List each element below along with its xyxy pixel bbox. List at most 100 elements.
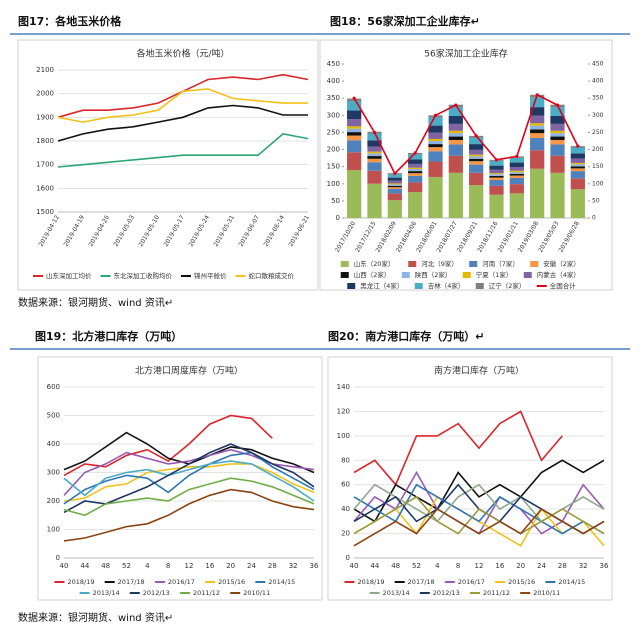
bar-segment xyxy=(469,156,484,159)
series-marker xyxy=(413,151,417,155)
bar-segment xyxy=(428,151,443,162)
bar-segment xyxy=(509,172,524,174)
bar-segment xyxy=(347,100,362,111)
source-note: 数据来源：银河期货、wind 资讯↵ xyxy=(18,296,173,309)
bar-segment xyxy=(469,161,484,165)
legend-label: 2010/11 xyxy=(243,589,270,597)
bar-segment xyxy=(570,147,585,154)
figure-caption: 图19：北方港口库存（万吨） xyxy=(35,329,182,343)
bar-segment xyxy=(489,169,504,174)
bar-segment xyxy=(469,158,484,162)
y-tick-label: 100 xyxy=(327,180,340,188)
y-tick-label: 1600 xyxy=(36,184,54,192)
y2-tick-label: 350 xyxy=(592,95,604,102)
x-tick-label: 8 xyxy=(166,562,170,570)
legend-label: 2013/14 xyxy=(383,589,410,597)
bar-segment xyxy=(408,167,423,170)
bar-segment xyxy=(489,175,504,178)
bar-segment xyxy=(550,155,565,173)
bar-segment xyxy=(550,133,565,137)
x-tick-label: 36 xyxy=(310,562,319,570)
legend-swatch xyxy=(530,261,539,267)
bar-segment xyxy=(530,168,545,218)
y-tick-label: 0 xyxy=(56,554,60,562)
bar-segment xyxy=(387,185,402,188)
legend-swatch xyxy=(340,261,349,267)
legend-label: 2013/14 xyxy=(93,589,120,597)
series-marker xyxy=(433,113,438,117)
y-tick-label: 1800 xyxy=(36,137,54,145)
bar-segment xyxy=(570,178,585,190)
series-marker xyxy=(576,144,580,148)
legend-label: 河北（9家） xyxy=(421,259,458,268)
bar-segment xyxy=(428,176,443,218)
bar-segment xyxy=(469,144,484,150)
legend-swatch xyxy=(340,272,349,278)
series-line xyxy=(63,477,315,517)
legend-label: 内蒙古（4家） xyxy=(537,270,580,279)
bar-segment xyxy=(530,150,545,169)
series-line xyxy=(353,93,579,175)
series-marker xyxy=(535,93,539,97)
legend-label: 陕西（2家） xyxy=(415,270,452,279)
x-tick-label: 40 xyxy=(60,562,69,570)
y-tick-label: 300 xyxy=(327,111,340,119)
x-tick-label: 12 xyxy=(475,562,484,570)
bar-segment xyxy=(530,97,545,108)
bar-segment xyxy=(530,125,545,130)
bar-segment xyxy=(489,194,504,218)
bar-segment xyxy=(550,130,565,134)
source-note: 数据来源：银河期货、wind 资讯↵ xyxy=(18,611,173,624)
bar-segment xyxy=(347,140,362,153)
x-tick-label: 32 xyxy=(579,562,588,570)
series-line xyxy=(353,459,605,523)
bar-segment xyxy=(489,180,504,186)
bar-segment xyxy=(387,187,402,189)
bar-segment xyxy=(347,135,362,141)
bar-segment xyxy=(367,153,382,157)
bar-segment xyxy=(550,107,565,117)
legend-label: 山东（20家） xyxy=(354,259,395,268)
bar-segment xyxy=(367,156,382,159)
x-tick-label: 32 xyxy=(289,562,298,570)
bar-segment xyxy=(448,155,463,173)
bar-segment xyxy=(530,115,545,124)
bar-segment xyxy=(387,184,402,186)
bar-segment xyxy=(448,172,463,218)
y2-tick-label: 100 xyxy=(592,180,604,187)
bar-segment xyxy=(550,139,565,145)
bar-segment xyxy=(428,138,443,141)
y2-tick-label: 250 xyxy=(592,129,604,136)
bar-segment xyxy=(530,123,545,126)
series-line xyxy=(63,488,315,542)
x-tick-label: 28 xyxy=(558,562,567,570)
bar-segment xyxy=(489,177,504,181)
bar-segment xyxy=(550,136,565,140)
y-tick-label: 200 xyxy=(327,146,340,154)
series-line xyxy=(353,410,563,487)
legend-swatch xyxy=(462,272,471,278)
bar-segment xyxy=(428,144,443,148)
legend-label: 锦州平舱价 xyxy=(194,271,227,280)
bar-segment xyxy=(530,107,545,116)
bar-segment xyxy=(428,141,443,145)
bar-segment xyxy=(509,177,524,185)
series-marker xyxy=(515,154,519,158)
bar-segment xyxy=(469,185,484,218)
x-tick-label: 8 xyxy=(456,562,460,570)
legend-label: 2014/15 xyxy=(558,578,585,586)
legend-swatch xyxy=(408,261,417,267)
bar-segment xyxy=(469,149,484,155)
bar-segment xyxy=(448,123,463,131)
y2-tick-label: 300 xyxy=(592,112,604,119)
series-line xyxy=(63,451,315,505)
series-line xyxy=(63,414,273,477)
x-tick-label: 20 xyxy=(516,562,525,570)
x-tick-label: 24 xyxy=(537,562,546,570)
y2-tick-label: 150 xyxy=(592,163,604,170)
x-tick-label: 48 xyxy=(391,562,400,570)
y-tick-label: 250 xyxy=(327,128,340,136)
y-tick-label: 150 xyxy=(327,163,340,171)
y-tick-label: 400 xyxy=(327,77,340,85)
